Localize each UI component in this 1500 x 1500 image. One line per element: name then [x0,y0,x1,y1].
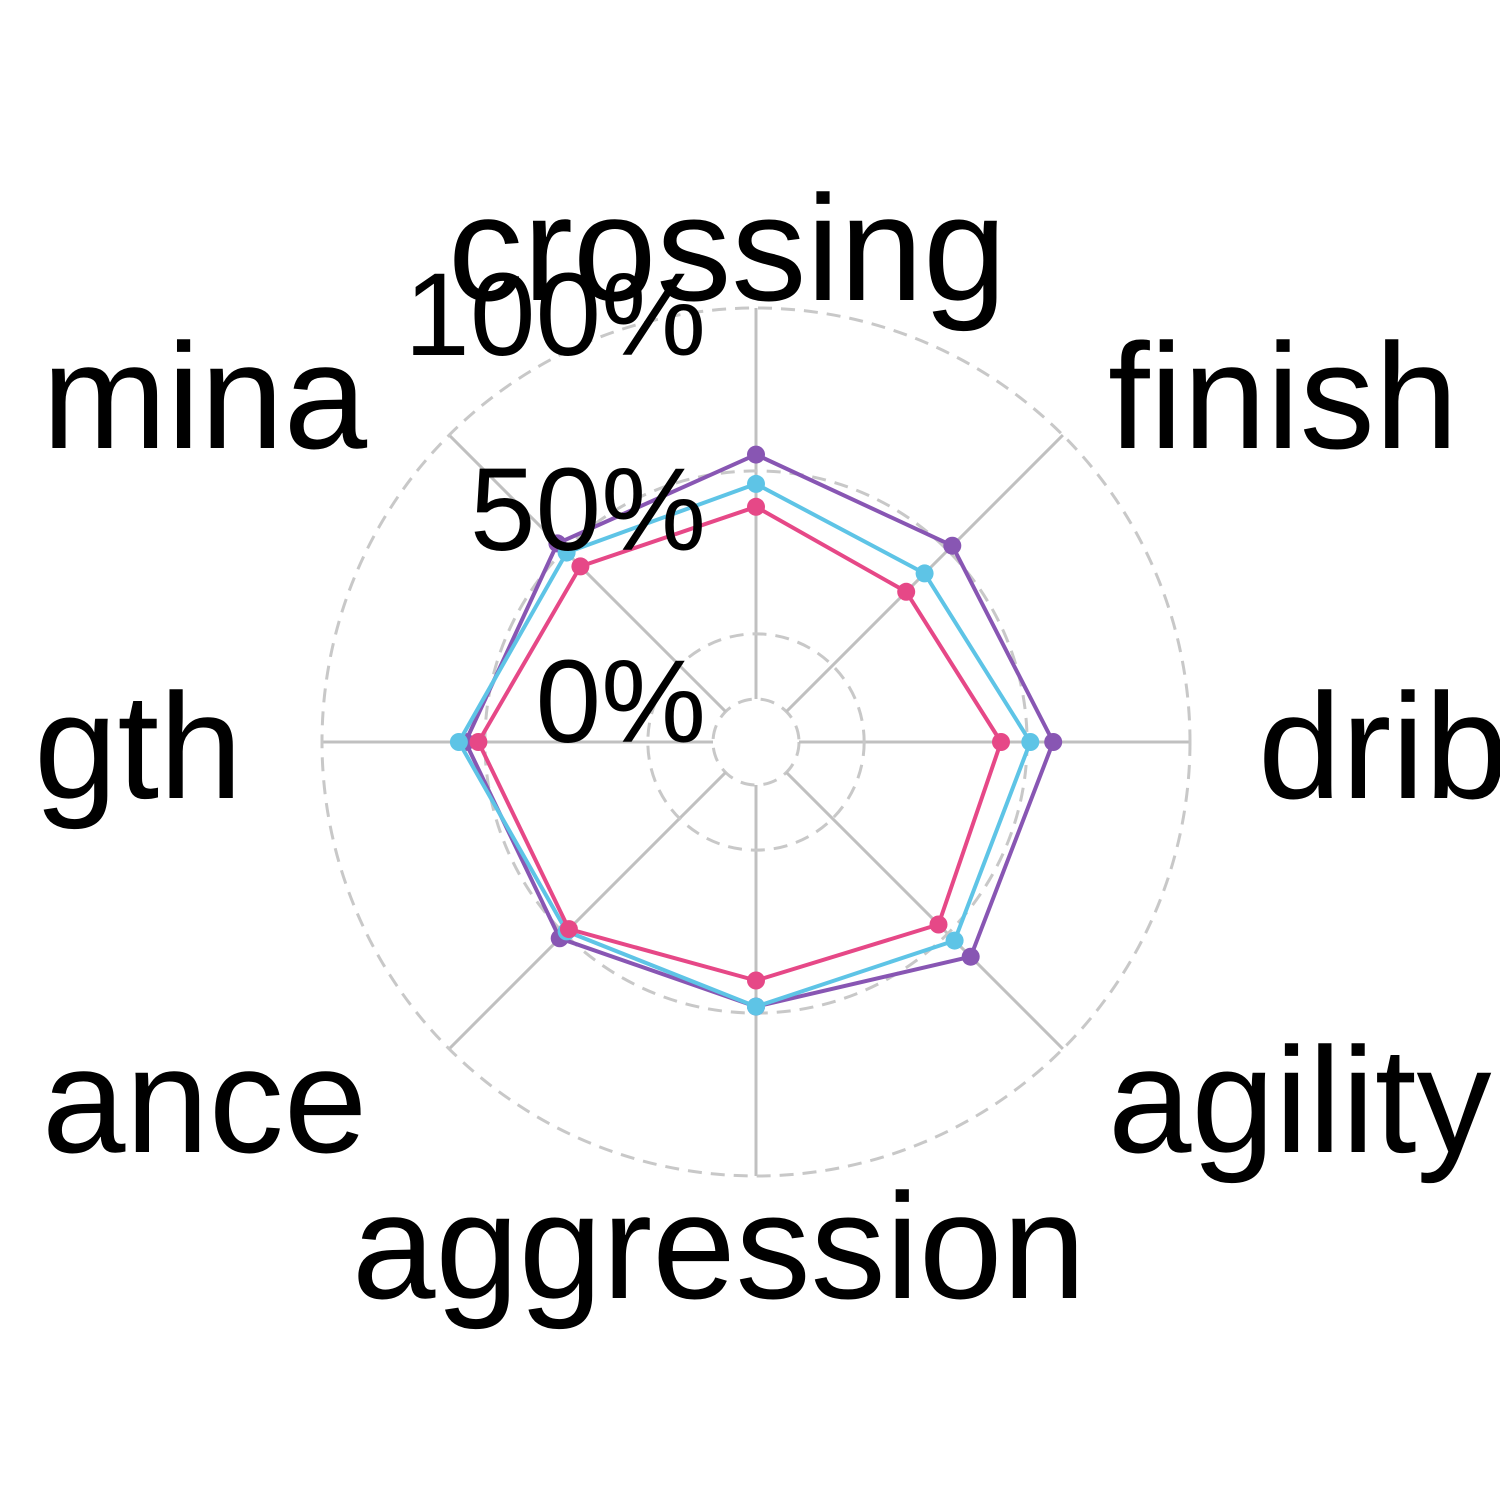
series-1-point-stamina [557,543,576,562]
tick-label-100: 100% [404,249,706,381]
series-0-point-crossing [747,445,765,464]
series-2-point-strength [469,733,488,751]
series-0-point-agility [961,947,980,966]
grid-spoke-balance [448,771,727,1050]
series-1-point-dribbling [1021,733,1040,751]
axis-label-stamina: mina [42,312,368,480]
grid-ring-0 [646,632,866,852]
series-1-point-finishing [915,564,934,583]
axis-labels: crossing finish drib agility aggression … [34,164,1500,1330]
series-2-point-finishing [897,582,916,601]
axis-label-dribbling: drib [1258,662,1500,830]
axis-label-crossing: crossing [448,164,1007,332]
axis-label-strength: gth [34,662,243,830]
tick-labels: 0% 50% 100% [404,249,706,768]
tick-label-0: 0% [535,636,706,768]
series-2-point-dribbling [992,733,1010,751]
grid-ring-100 [320,306,1192,1178]
series-2-point-stamina [571,557,590,576]
axis-label-balance: ance [42,1016,367,1184]
axis-label-aggression: aggression [352,1162,1086,1330]
grid-spoke-agility [785,771,1064,1050]
series-2-point-crossing [747,497,765,516]
radar-series [449,445,1063,1016]
series-1-point-crossing [747,474,765,493]
series-0-point-dribbling [1044,733,1063,751]
tick-label-50: 50% [470,444,706,576]
axis-label-finishing: finish [1108,312,1458,480]
series-1-point-aggression [747,997,765,1016]
axis-label-agility: agility [1108,1016,1492,1184]
series-0-point-finishing [943,536,962,555]
series-1-point-strength [449,733,468,751]
series-2-point-aggression [747,971,765,990]
grid-ring-inner [711,697,801,787]
series-2 [469,497,1010,990]
series-1-point-agility [945,931,964,950]
series-2-point-balance [559,920,578,939]
series-2-point-agility [929,915,948,934]
series-1 [449,474,1040,1016]
